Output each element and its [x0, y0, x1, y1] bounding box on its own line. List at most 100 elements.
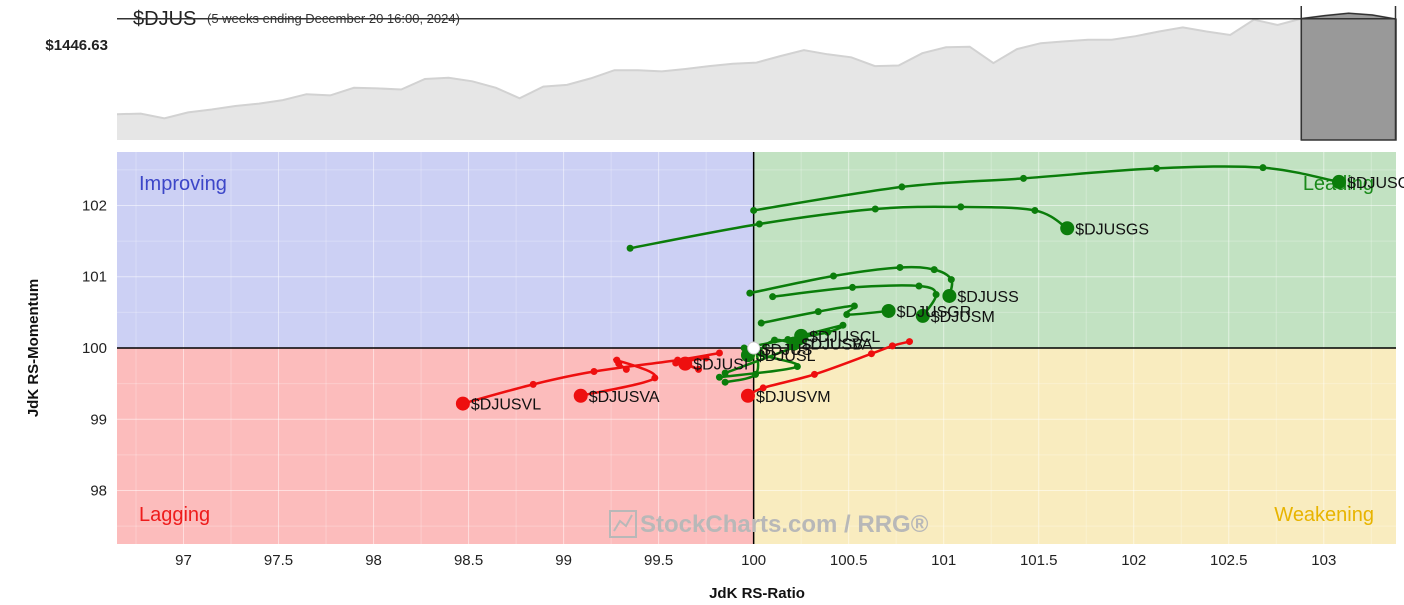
tail-dot	[757, 319, 765, 327]
benchmark-label: $DJUS	[762, 342, 813, 359]
tail-label: $DJUSL	[756, 348, 816, 365]
tail-head-dot	[678, 356, 693, 371]
price-panel	[116, 6, 1397, 141]
quadrant-leading	[753, 152, 1396, 348]
tail-dot	[793, 363, 801, 371]
tail-label: $DJUSCL	[809, 329, 880, 346]
tail-dot	[672, 359, 680, 367]
tail-dot	[651, 374, 659, 382]
tail-dot	[702, 354, 710, 362]
x-tick-label: 102.5	[1210, 552, 1248, 569]
stockcharts-branding: StockCharts.com / RRG®	[609, 510, 929, 538]
quadrant-improving	[117, 152, 754, 348]
tail-dot	[843, 311, 851, 319]
tail-head-dot	[573, 388, 588, 403]
tail-dot	[888, 342, 896, 350]
y-tick-label: 101	[82, 269, 107, 286]
x-tick-label: 99	[555, 552, 572, 569]
rrg-tail-labels: $DJUSGV $DJUSGS $DJUSS $DJUSM$DJUSGR $DJUSCL…	[471, 175, 1404, 414]
tail-dot	[769, 293, 777, 301]
x-tick-label: 98	[365, 552, 382, 569]
price-area	[117, 13, 1396, 140]
rrg-plot-area: Improving Leading Lagging Weakening Stoc…	[117, 152, 1404, 544]
tail-dot	[626, 244, 634, 252]
tail-dot	[1020, 174, 1028, 182]
x-tick-label: 97.5	[264, 552, 293, 569]
x-tick-label: 99.5	[644, 552, 673, 569]
tail-dot	[759, 384, 767, 392]
price-highlight-area	[1300, 12, 1397, 141]
price-line	[116, 12, 1397, 120]
tail-dot	[810, 370, 818, 378]
tail-head-dot	[786, 336, 801, 351]
tail-dot	[801, 335, 809, 343]
tail-dot	[721, 378, 729, 386]
quadrant-weakening	[753, 348, 1396, 544]
stockcharts-logo-icon	[609, 510, 637, 538]
rrg-tails	[455, 164, 1346, 411]
tail-dot	[1153, 164, 1161, 172]
tail-dot	[905, 338, 913, 346]
tail-head-dot	[942, 288, 957, 303]
tail-head-dot	[881, 303, 896, 318]
tail-head-dot	[915, 308, 930, 323]
tail-label: $DJUSGR	[897, 304, 972, 321]
tail-dot	[715, 373, 723, 381]
tail-dot	[1031, 206, 1039, 214]
x-tick-label: 98.5	[454, 552, 483, 569]
tail-dot	[771, 336, 779, 344]
tail-dot	[915, 282, 923, 290]
y-tick-label: 102	[82, 197, 107, 214]
tail-dot	[746, 289, 754, 297]
stockcharts-logo-icon-lines	[613, 514, 633, 532]
tail-head-dot	[455, 396, 470, 411]
tail-dot	[757, 350, 765, 358]
tail-dot	[814, 308, 822, 316]
tail-head-dot	[1331, 174, 1346, 189]
x-axis-ticks: 97 97.5 98 98.5 99 99.5 100 100.5 101 101.5 102 102…	[175, 552, 1336, 569]
tail-dot	[590, 368, 598, 376]
quadrant-label-improving: Improving	[139, 173, 227, 195]
tail-dot	[898, 183, 906, 191]
quadrant-label-weakening: Weakening	[1274, 504, 1374, 526]
tail-dot	[752, 370, 760, 378]
tail-label: $DJUSM	[931, 309, 995, 326]
tail-dot	[957, 203, 965, 211]
tail-djusm	[769, 282, 940, 323]
x-tick-label: 97	[175, 552, 192, 569]
tail-dot	[848, 283, 856, 291]
x-tick-label: 100.5	[830, 552, 868, 569]
tail-dot	[867, 350, 875, 358]
y-tick-label: 100	[82, 340, 107, 357]
quadrant-label-lagging: Lagging	[139, 504, 210, 526]
tail-dot	[721, 369, 729, 377]
tail-label: $DJUSB	[802, 337, 863, 354]
x-tick-label: 101	[931, 552, 956, 569]
tail-dot	[829, 272, 837, 280]
tail-dot	[947, 276, 955, 284]
x-axis-label: JdK RS-Ratio	[709, 585, 805, 602]
tail-djusvl	[455, 349, 723, 411]
tail-dot	[871, 205, 879, 213]
price-label: $1446.63	[45, 37, 108, 54]
tail-dot	[824, 328, 832, 336]
x-tick-label: 102	[1121, 552, 1146, 569]
benchmark-dot	[747, 341, 761, 355]
x-tick-label: 100	[741, 552, 766, 569]
tail-head-dot	[740, 388, 755, 403]
y-tick-label: 98	[90, 483, 107, 500]
tail-label: $DJUSVA	[802, 337, 873, 354]
tail-dot	[896, 263, 904, 271]
tail-label: $DJUSI	[693, 357, 748, 374]
tail-dot	[715, 349, 723, 357]
tail-label: $DJUSVL	[471, 397, 541, 414]
tail-dot	[932, 291, 940, 299]
tail-djuss	[746, 263, 957, 303]
x-tick-label: 101.5	[1020, 552, 1058, 569]
tail-dot	[529, 380, 537, 388]
tail-dot	[613, 356, 621, 364]
tail-dot	[850, 302, 858, 310]
tail-djusgr	[757, 302, 896, 327]
tail-label: $DJUSS	[957, 289, 1018, 306]
